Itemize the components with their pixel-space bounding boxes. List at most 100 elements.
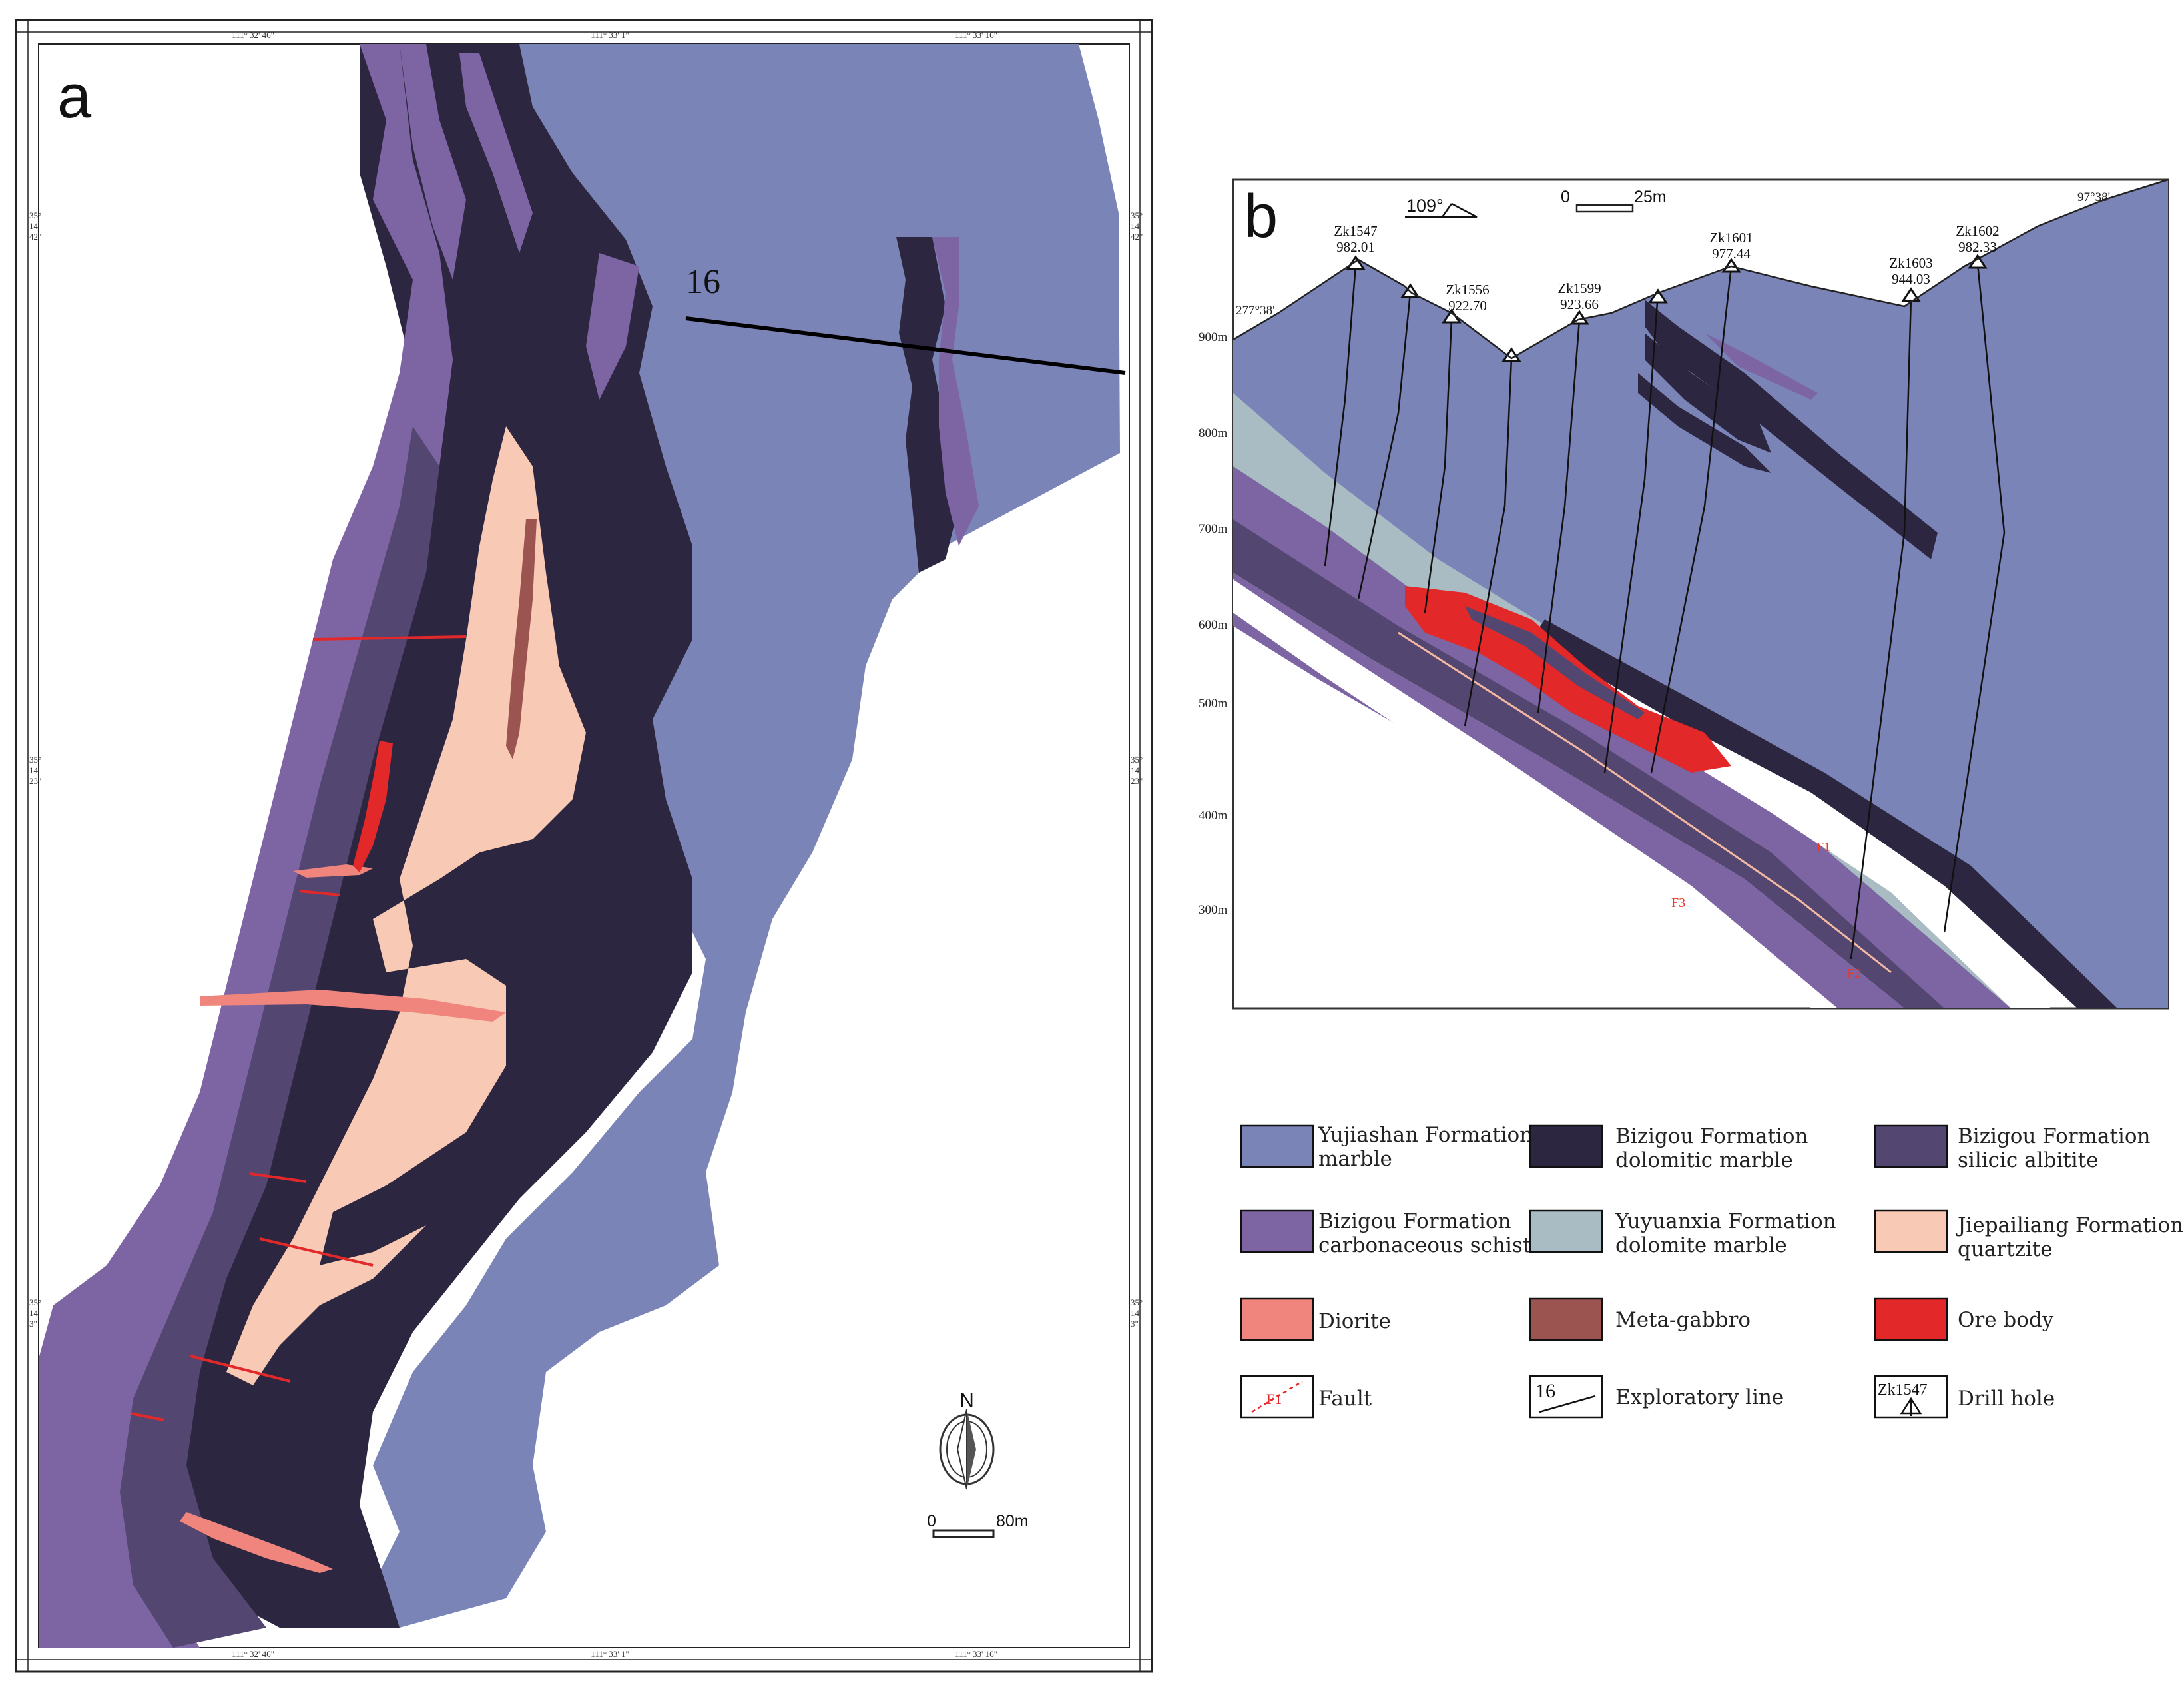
section-unit-ore-body [1405,586,1731,773]
drill-collar-icon [1346,255,1366,270]
legend-label-line1: Jiepailiang Formation [1956,1213,2183,1237]
elev-label: 500m [1199,697,1228,711]
section-topography [1232,178,2169,360]
exploratory-line-symbol-icon [1539,1395,1596,1413]
fault-line [250,1172,307,1183]
coord-top-2: 111° 33' 1" [591,30,629,40]
legend-label-line1: Bizigou Formation [1958,1124,2150,1148]
elev-label: 900m [1199,330,1228,344]
section-schist-lens [1705,333,1818,400]
drill-trace [1324,264,1357,567]
fault-symbol-text: F1 [1266,1391,1282,1407]
drill-hole-symbol-text: Zk1547 [1878,1381,1928,1399]
legend-label-line1: Bizigou Formation [1318,1209,1511,1233]
legend-item-jiepailiang: Jiepailiang Formation quartzite [1874,1209,2183,1261]
legend-label-line2: carbonaceous schist [1318,1233,1531,1257]
legend-item-exploratory-line: 16 Exploratory line [1529,1375,1784,1419]
map-schist-stripe [586,253,639,400]
coord-right-2: 35° 14' 23" [1131,755,1143,786]
scale-bar-b-bar [1575,204,1634,213]
drill-name: Zk1602 [1956,223,1999,239]
legend-item-bizigou-schist: Bizigou Formation carbonaceous schist [1240,1209,1531,1257]
exploratory-line-symbol-text: 16 [1535,1380,1555,1402]
legend-swatch [1874,1375,1948,1419]
legend-label-line1: Exploratory line [1615,1385,1784,1409]
map-unit-bizigou-silicic-albitite [120,426,439,1648]
coord-right-1-sec: 42" [1131,232,1143,242]
scale-bar-a-bar [932,1529,995,1538]
drill-elev: 977.44 [1712,246,1751,262]
coord-left-3-min: 14' [29,1308,39,1318]
legend-item-meta-gabbro: Meta-gabbro [1529,1297,1751,1341]
fault-label-f1: F1 [1816,840,1830,854]
section-unit-yujiashan-marble [1233,180,2168,1008]
drill-elev: 922.70 [1448,298,1487,314]
coord-left-1-min: 14' [29,221,39,231]
coord-top-1: 111° 32' 46" [232,30,274,40]
legend-item-bizigou-albitite: Bizigou Formation silicic albitite [1874,1124,2150,1172]
drill-label-zk1599: Zk1599 923.66 [1557,280,1601,312]
panel-b-section: Zk1547 982.01 Zk1556 922.70 Zk1599 923.6… [1199,178,2169,1010]
elev-label: 700m [1199,522,1228,536]
coord-right-2-sec: 23" [1131,776,1143,786]
legend-item-yuyuanxia: Yuyuanxia Formation dolomite marble [1529,1209,1836,1257]
scale-bar-b-end: 25m [1634,188,1667,206]
legend-swatch [1240,1209,1314,1253]
fault-line [259,1237,374,1267]
drill-elev: 944.03 [1892,271,1930,287]
elev-label: 300m [1199,903,1228,917]
coord-left-3-sec: 3" [29,1319,37,1329]
fault-line [299,890,340,896]
drill-hole-symbol-icon [1900,1397,1922,1416]
coord-right-3-deg: 35° [1131,1297,1143,1307]
coord-left-1-deg: 35° [29,210,41,220]
legend-label-line1: Meta-gabbro [1615,1308,1751,1332]
fault-symbol-icon [1251,1380,1303,1413]
direction-arrow-icon [1405,202,1478,218]
coord-right-1-deg: 35° [1131,210,1143,220]
coord-left-3: 35° 14' 3" [29,1297,41,1329]
exploratory-line-number: 16 [686,263,720,301]
coord-left-3-deg: 35° [29,1297,41,1307]
legend-label-line2: silicic albitite [1958,1148,2098,1172]
legend-label-line1: Diorite [1318,1309,1391,1333]
legend-swatch [1240,1297,1314,1341]
coord-bottom-2: 111° 33' 1" [591,1649,629,1659]
fault-label-f2: F2 [1847,966,1861,981]
legend: Yujiashan Formation marble Bizigou Forma… [1240,1123,2183,1419]
coord-right-2-deg: 35° [1131,755,1143,765]
legend-swatch [1529,1124,1603,1168]
map-unit-meta-gabbro [506,519,537,759]
map-unit-diorite [293,864,373,878]
drill-name: Zk1547 [1334,223,1377,239]
fault-line [312,635,467,641]
drill-trace [1650,266,1733,773]
legend-label-line2: marble [1318,1147,1392,1171]
coord-left-2-min: 14' [29,765,39,775]
elevation-axis: 900m 800m 700m 600m 500m 400m 300m [1199,330,1228,917]
coord-right-3-min: 14' [1131,1308,1141,1318]
legend-item-diorite: Diorite [1240,1297,1391,1341]
legend-label-line1: Bizigou Formation [1615,1124,1808,1148]
coord-left-2-deg: 35° [29,755,41,765]
legend-label-line1: Yuyuanxia Formation [1615,1209,1836,1233]
map-unit-bizigou-carbonaceous-schist [39,44,453,1648]
coord-left-1-sec: 42" [29,232,41,242]
drill-trace [1424,318,1453,613]
legend-item-bizigou-dolomitic: Bizigou Formation dolomitic marble [1529,1124,1808,1172]
section-thin-line [1398,631,1892,974]
map-unit-ore-body [353,741,393,872]
elev-label: 600m [1199,618,1228,632]
legend-swatch [1874,1124,1948,1168]
map-schist-stripe [459,53,533,253]
map-unit-schist-sliver [932,237,979,546]
drill-trace [1850,296,1912,960]
legend-item-ore-body: Ore body [1874,1297,2054,1341]
legend-swatch [1874,1297,1948,1341]
drill-elev: 982.33 [1958,239,1997,255]
legend-swatch [1874,1209,1948,1253]
direction-indicator: 109° [1405,196,1478,218]
panel-b-letter: b [1244,182,1278,250]
section-dolomitic-lens [1645,333,1771,453]
